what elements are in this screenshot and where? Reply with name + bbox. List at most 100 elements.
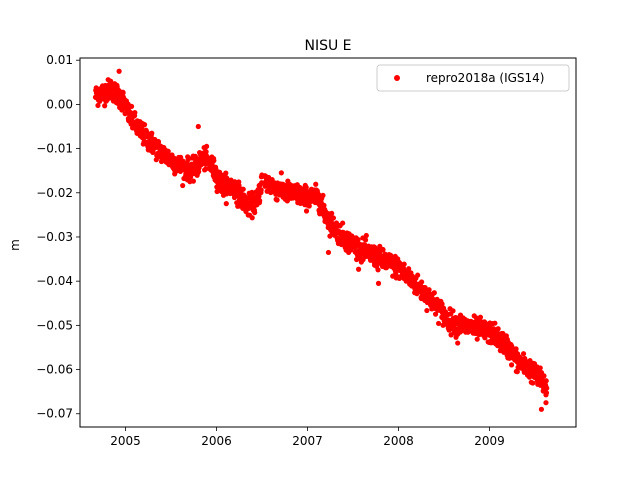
data-point (419, 279, 425, 285)
data-point (426, 287, 432, 293)
data-point (363, 232, 369, 239)
data-point (195, 123, 201, 130)
data-point (495, 326, 501, 332)
data-point (188, 174, 194, 180)
y-axis-label: m (8, 239, 22, 251)
data-point (249, 215, 255, 221)
data-point (180, 182, 186, 189)
data-point (165, 148, 171, 154)
data-point (362, 237, 369, 243)
data-point (303, 208, 310, 214)
data-point (102, 103, 108, 109)
data-point (274, 197, 280, 203)
data-point (538, 406, 545, 412)
data-point (116, 68, 122, 74)
x-tick-label: 2008 (383, 434, 414, 448)
data-point (196, 169, 202, 175)
data-point (355, 266, 362, 272)
data-point (320, 192, 326, 198)
data-point (321, 202, 327, 208)
data-point (258, 187, 264, 193)
data-point (252, 209, 258, 216)
data-point (95, 102, 101, 109)
y-tick-label: 0.00 (46, 97, 73, 111)
data-point (313, 181, 319, 187)
legend-box (376, 64, 570, 92)
data-point (120, 90, 126, 96)
legend-label: repro2018a (IGS14) (426, 71, 544, 85)
x-tick-label: 2007 (292, 434, 323, 448)
data-point (190, 178, 196, 184)
data-point (257, 198, 263, 204)
data-point (330, 215, 337, 221)
y-tick-label: 0.01 (46, 53, 73, 67)
data-point (316, 192, 322, 198)
data-point (355, 236, 361, 243)
y-tick-label: −0.03 (36, 230, 73, 244)
data-point (380, 247, 386, 253)
data-point (236, 182, 242, 188)
data-point (211, 158, 217, 164)
x-tick-label: 2005 (110, 434, 141, 448)
data-point (544, 385, 550, 391)
data-point (424, 307, 430, 314)
data-point (543, 400, 549, 406)
data-point (455, 340, 461, 346)
data-point (514, 369, 520, 375)
x-axis-ticks: 2005 2006 2007 2008 2009 (110, 427, 505, 448)
y-tick-label: −0.07 (36, 407, 73, 421)
y-tick-label: −0.05 (36, 318, 73, 332)
data-point (185, 157, 191, 163)
data-point (278, 170, 284, 176)
data-point (141, 122, 148, 128)
data-point (240, 186, 246, 192)
y-tick-label: −0.06 (36, 363, 73, 377)
data-point (203, 149, 209, 155)
data-point (477, 314, 484, 320)
data-point (340, 220, 346, 226)
data-point (149, 130, 155, 136)
plot-frame (79, 57, 577, 428)
data-point (256, 193, 262, 200)
data-point (375, 280, 382, 286)
x-tick-label: 2009 (474, 434, 505, 448)
data-point (450, 308, 456, 314)
data-point (520, 351, 527, 357)
data-point (401, 261, 407, 267)
data-point (204, 143, 210, 149)
data-point (406, 266, 412, 272)
data-point (474, 336, 480, 342)
data-point (303, 184, 309, 191)
data-point (223, 201, 229, 207)
data-point (523, 358, 529, 364)
data-point (435, 320, 442, 327)
chart-title: NISU E (304, 38, 351, 54)
data-point (513, 346, 519, 352)
data-point (543, 378, 549, 384)
data-point (543, 390, 550, 396)
data-point (132, 110, 138, 116)
data-point (432, 311, 439, 317)
y-tick-label: −0.01 (36, 142, 73, 156)
data-point (492, 320, 498, 326)
y-tick-label: −0.02 (36, 186, 73, 200)
data-point (329, 210, 335, 216)
data-point (93, 85, 99, 91)
data-point (431, 290, 437, 296)
data-point (325, 249, 332, 256)
data-point (129, 103, 135, 110)
x-tick-label: 2006 (201, 434, 232, 448)
legend: repro2018a (IGS14) (376, 64, 570, 92)
data-point (223, 170, 229, 176)
y-tick-label: −0.04 (36, 274, 73, 288)
data-point (415, 272, 421, 278)
data-point (375, 267, 381, 273)
legend-marker (394, 75, 400, 81)
y-axis-ticks: 0.01 0.00 −0.01 −0.02 −0.03 −0.04 −0.05 −0.06 −0… (36, 53, 80, 421)
data-points (92, 68, 550, 412)
data-point (508, 362, 515, 368)
data-point (537, 365, 543, 371)
data-point (541, 373, 547, 379)
data-point (530, 380, 536, 386)
